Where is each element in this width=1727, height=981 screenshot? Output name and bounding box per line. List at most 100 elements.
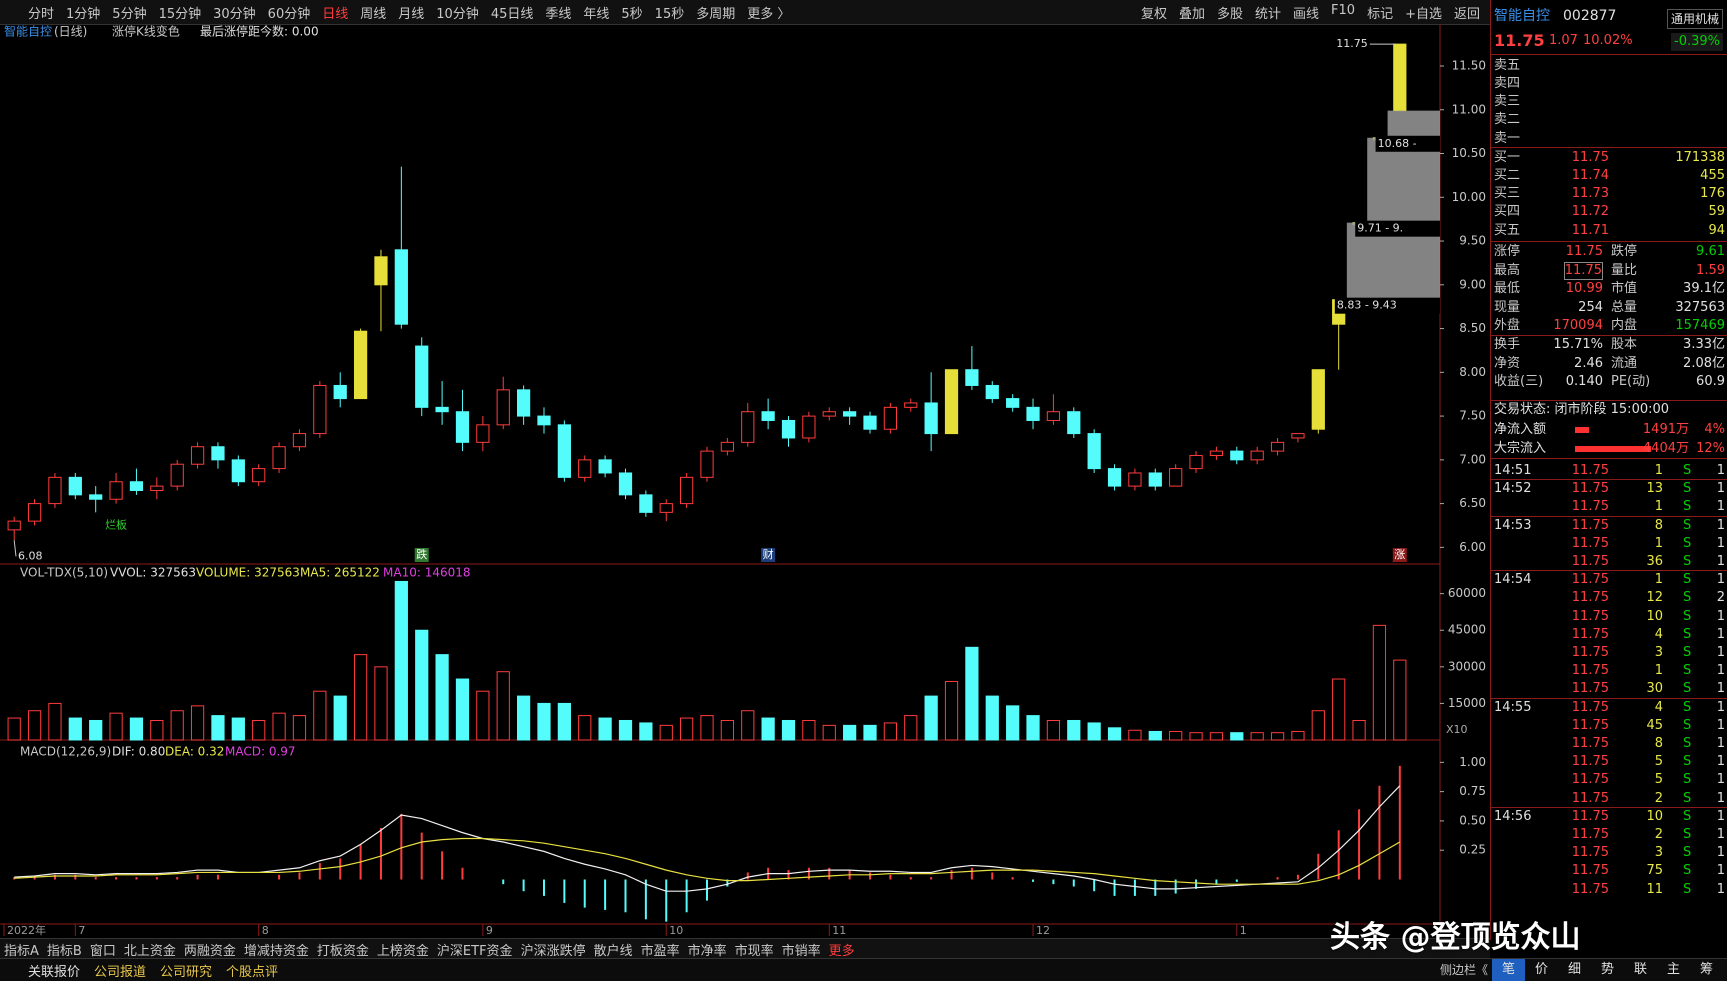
indicator-tab[interactable]: 指标A [4,943,39,959]
flow-label: 大宗流入 [1494,441,1547,456]
indicator-tab[interactable]: 北上资金 [123,943,176,959]
period-tab[interactable]: 年线 [583,6,610,22]
price-change: 1.07 [1549,33,1578,48]
tool-button[interactable]: 画线 [1293,6,1320,22]
stat-value: 11.75 [1563,261,1603,280]
indicator-tab[interactable]: 沪深涨跌停 [520,943,586,959]
indicator-tab[interactable]: 市净率 [687,943,727,959]
period-tab[interactable]: 15分钟 [158,6,202,22]
y-tick-label: 8.00 [1459,365,1486,379]
candle-body [578,459,592,478]
indicator-tab[interactable]: 沪深ETF资金 [436,943,513,959]
bid-volume: 455 [1700,168,1725,184]
trade-volume: 36 [1646,554,1663,569]
trade-side: S [1683,772,1692,788]
bid-volume: 94 [1708,222,1725,238]
period-tab[interactable]: 季线 [545,6,572,22]
period-tab[interactable]: 10分钟 [436,6,479,22]
volume-bar [537,702,551,741]
stat-value: 3.33亿 [1683,337,1725,352]
tool-button[interactable]: 标记 [1367,6,1394,22]
stat-label: 收益(三) [1494,374,1544,390]
period-tab[interactable]: 1分钟 [66,6,101,22]
indicator-tab[interactable]: 市盈率 [640,943,680,959]
candle-body [129,481,144,491]
y-tick-label: 0.50 [1459,813,1486,827]
stat-label: PE(动) [1611,374,1651,390]
period-tab[interactable]: 多周期 [696,6,736,22]
nav-tab[interactable]: 细 [1567,962,1581,977]
nav-tab[interactable]: 联 [1633,962,1647,977]
footer-link[interactable]: 关联报价 [28,965,81,980]
candle-body [1250,450,1264,461]
trade-count: 1 [1716,881,1725,897]
gap-label-bg [1334,297,1440,314]
stat-value: 327563 [1675,299,1725,315]
candle-body [557,424,571,478]
candle-body [476,424,490,443]
indicator-tab[interactable]: 市销率 [781,943,821,959]
y-tick-label: 7.00 [1459,452,1486,466]
indicator-tab[interactable]: 市现率 [734,943,774,959]
period-tab[interactable]: 日线 [322,6,349,22]
indicator-tab[interactable]: 打板资金 [316,943,369,959]
nav-tab[interactable]: 筹 [1699,962,1713,977]
indicator-tab[interactable]: 上榜资金 [376,943,429,959]
sidebar-toggle[interactable]: 侧边栏《 [1440,963,1489,977]
period-tab[interactable]: 5秒 [621,6,643,22]
tool-button[interactable]: F10 [1331,2,1356,18]
candle-body [659,503,673,513]
dea-line [14,837,1401,885]
period-tab[interactable]: 30分钟 [213,6,256,22]
trade-volume: 30 [1646,681,1663,697]
nav-tab[interactable]: 主 [1666,962,1680,977]
tool-button[interactable]: 返回 [1453,6,1480,22]
trade-side: S [1683,608,1692,624]
period-tab[interactable]: 60分钟 [267,6,311,22]
stat-label: 最低 [1494,281,1521,297]
candle-body [720,441,734,452]
candle-body [394,249,408,325]
trade-price: 11.75 [1571,481,1609,497]
stat-value: 254 [1578,299,1603,315]
volume-bar [1169,730,1183,741]
volume-multiplier: X10 [1446,723,1468,736]
indicator-tab[interactable]: 指标B [46,943,82,959]
candle-body [7,520,21,531]
period-tab[interactable]: 分时 [28,6,55,22]
tool-button[interactable]: 复权 [1140,6,1167,22]
candle-body [1128,472,1142,487]
tool-button[interactable]: 叠加 [1178,6,1205,22]
tool-button[interactable]: 多股 [1216,6,1243,22]
period-tab[interactable]: 45日线 [490,6,534,22]
tool-button[interactable]: +自选 [1405,6,1442,22]
volume-bar [1148,730,1162,741]
period-tab[interactable]: 15秒 [654,6,685,22]
nav-tab[interactable]: 笔 [1492,959,1525,981]
candle-body [1189,454,1203,470]
period-tab[interactable]: 周线 [360,6,387,22]
candle-body [1006,398,1020,408]
indicator-tab[interactable]: 两融资金 [183,943,236,959]
ask-label: 卖五 [1494,58,1521,73]
footer-link[interactable]: 公司报道 [94,965,147,980]
period-tab[interactable]: 月线 [398,6,425,22]
candle-body [170,463,184,487]
period-tab[interactable]: 5分钟 [112,6,147,22]
trade-volume: 1 [1654,535,1663,551]
candle-body [1087,433,1101,470]
footer-link[interactable]: 公司研究 [160,965,213,980]
period-tab[interactable]: 更多 〉 [747,6,791,22]
indicator-tab[interactable]: 更多 [828,943,855,959]
candle-body [843,411,857,417]
footer-link[interactable]: 个股点评 [226,965,279,980]
tool-button[interactable]: 统计 [1255,6,1282,22]
y-tick-label: 15000 [1448,696,1486,710]
nav-tab[interactable]: 势 [1600,962,1614,977]
nav-tab[interactable]: 价 [1534,962,1548,977]
indicator-tab[interactable]: 散户线 [593,943,633,959]
indicator-tab[interactable]: 窗口 [89,943,116,959]
indicator-tab[interactable]: 增减持资金 [243,943,309,959]
trade-volume: 45 [1646,717,1663,733]
